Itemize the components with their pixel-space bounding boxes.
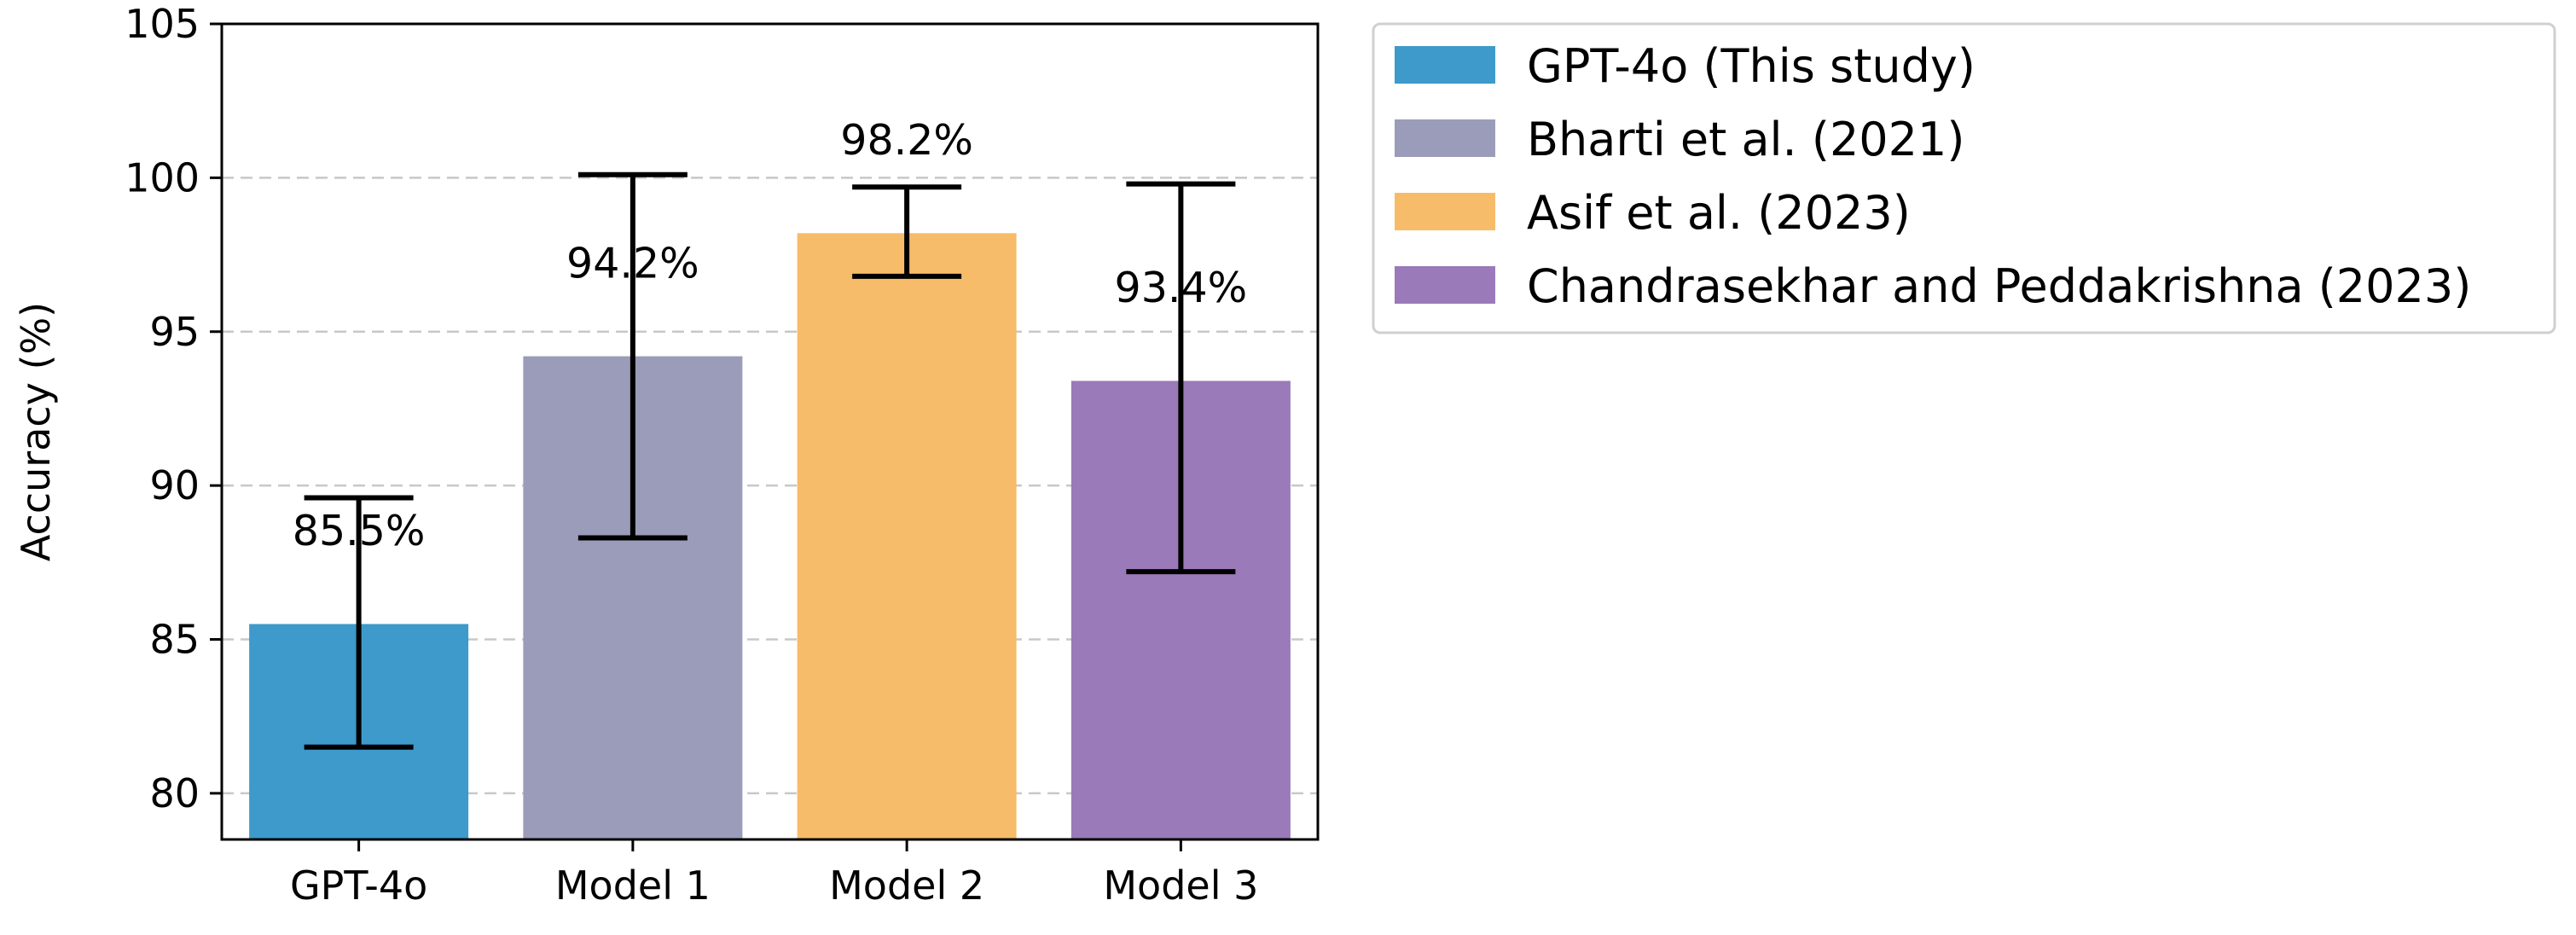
bars bbox=[249, 233, 1291, 839]
bar-value-label: 85.5% bbox=[293, 507, 426, 555]
y-tick-label: 80 bbox=[149, 770, 200, 816]
y-tick-label: 90 bbox=[149, 462, 200, 508]
y-tick-label: 85 bbox=[149, 617, 200, 663]
bar-value-label: 94.2% bbox=[566, 239, 699, 287]
legend: GPT-4o (This study) Bharti et al. (2021) A… bbox=[1372, 22, 2556, 334]
x-axis: GPT-4o Model 1 Model 2 Model 3 bbox=[290, 839, 1258, 909]
bar bbox=[797, 233, 1017, 839]
x-tick-label: Model 3 bbox=[1103, 862, 1258, 909]
y-axis: 80 85 90 95 100 105 bbox=[125, 1, 222, 816]
legend-entry-label: Asif et al. (2023) bbox=[1527, 186, 1911, 240]
legend-entry-label: Bharti et al. (2021) bbox=[1527, 113, 1964, 166]
legend-swatch bbox=[1395, 193, 1495, 230]
legend-entry-label: GPT-4o (This study) bbox=[1527, 39, 1976, 93]
y-tick-label: 95 bbox=[149, 309, 200, 355]
x-tick-label: GPT-4o bbox=[290, 862, 427, 909]
y-tick-label: 100 bbox=[125, 154, 200, 200]
legend-frame bbox=[1372, 22, 2556, 334]
bar-labels: 85.5% 94.2% 98.2% 93.4% bbox=[293, 116, 1247, 555]
error-bars bbox=[304, 171, 1236, 750]
y-axis-label: Accuracy (%) bbox=[13, 302, 59, 561]
legend-swatch bbox=[1395, 119, 1495, 157]
legend-swatch bbox=[1395, 46, 1495, 84]
x-tick-label: Model 2 bbox=[829, 862, 984, 909]
legend-swatch bbox=[1395, 266, 1495, 304]
legend-entry-label: Chandrasekhar and Peddakrishna (2023) bbox=[1527, 259, 2471, 313]
x-tick-label: Model 1 bbox=[555, 862, 711, 909]
bar-value-label: 98.2% bbox=[840, 116, 973, 165]
bar-value-label: 93.4% bbox=[1115, 264, 1248, 312]
plot-frame bbox=[220, 22, 1320, 841]
y-tick-label: 105 bbox=[125, 1, 200, 47]
